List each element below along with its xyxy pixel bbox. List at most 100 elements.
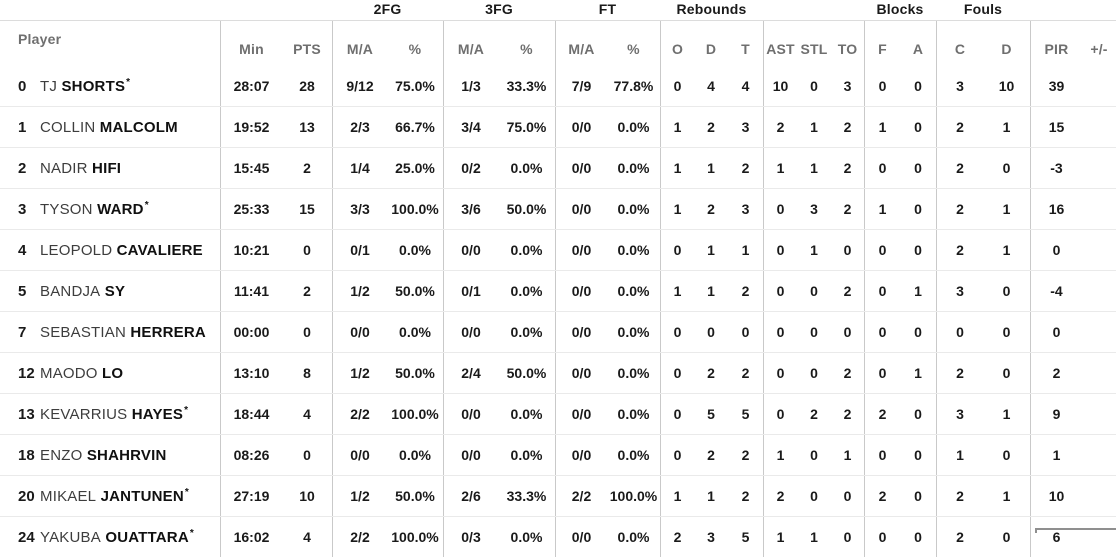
stat-fg2-ma: 0/1 <box>332 230 387 270</box>
stat-ft-ma: 7/9 <box>555 66 607 106</box>
stat-ft-pct: 0.0% <box>617 201 650 217</box>
stat-foul-d: 0 <box>1002 447 1011 463</box>
player-name: NADIR HIFI <box>40 160 121 177</box>
column-header-to: TO <box>837 41 858 57</box>
stat-reb-t: 1 <box>741 242 750 258</box>
stat-reb-d: 1 <box>707 242 715 258</box>
stat-plus-minus <box>1082 353 1116 393</box>
stat-fg3-pct: 50.0% <box>506 365 547 381</box>
player-name: TYSON WARD* <box>40 200 149 218</box>
stat-fg3-ma: 0/0 <box>443 312 498 352</box>
stat-reb-o: 0 <box>660 312 694 352</box>
stat-pts: 2 <box>303 283 311 299</box>
stat-ft-pct: 0.0% <box>617 283 650 299</box>
stat-ast: 1 <box>763 517 797 557</box>
stat-foul-d: 0 <box>1002 324 1011 340</box>
stat-blk-f: 1 <box>864 189 900 229</box>
stat-to: 2 <box>843 119 852 135</box>
stat-ft-pct: 0.0% <box>617 529 650 545</box>
player-name: COLLIN MALCOLM <box>40 119 178 136</box>
stat-ast: 0 <box>763 271 797 311</box>
stat-min: 18:44 <box>220 394 282 434</box>
column-header-2fg-ma: M/A <box>332 21 387 66</box>
stat-fg3-pct: 0.0% <box>510 242 543 258</box>
stat-reb-d: 3 <box>707 529 715 545</box>
stat-min: 08:26 <box>220 435 282 475</box>
stat-reb-t: 2 <box>741 447 750 463</box>
stat-ft-ma: 0/0 <box>555 353 607 393</box>
stat-plus-minus <box>1082 435 1116 475</box>
stat-foul-d: 1 <box>1002 488 1011 504</box>
stat-blk-f: 2 <box>864 394 900 434</box>
column-header-player: Player <box>18 31 62 47</box>
stat-pts: 4 <box>303 529 311 545</box>
stat-ft-ma: 0/0 <box>555 148 607 188</box>
stat-fg3-pct: 75.0% <box>506 119 547 135</box>
stat-to: 1 <box>843 447 852 463</box>
stat-ft-ma: 2/2 <box>555 476 607 516</box>
player-first-name: ENZO <box>40 446 83 464</box>
stat-reb-t: 2 <box>741 488 750 504</box>
stat-plus-minus <box>1082 189 1116 229</box>
stat-fg2-ma: 2/3 <box>332 107 387 147</box>
stat-pts: 0 <box>303 242 311 258</box>
stat-foul-c: 0 <box>936 312 983 352</box>
column-header-3fg-pct: % <box>520 41 533 57</box>
stat-pir: 16 <box>1030 189 1082 229</box>
group-header-row: 2FG 3FG FT Rebounds Blocks Fouls <box>0 0 1116 21</box>
stat-fg3-pct: 0.0% <box>510 406 543 422</box>
stat-blk-a: 0 <box>914 324 922 340</box>
stat-reb-d: 4 <box>707 78 715 94</box>
stat-fg3-pct: 50.0% <box>506 201 547 217</box>
player-first-name: TYSON <box>40 200 93 218</box>
stat-ast: 1 <box>763 148 797 188</box>
player-rows: 0 TJ SHORTS* 28:07 28 9/12 75.0% 1/3 33.3% 7/9 77… <box>0 66 1116 557</box>
stat-blk-a: 0 <box>914 160 922 176</box>
stat-fg3-ma: 1/3 <box>443 66 498 106</box>
stat-plus-minus <box>1082 312 1116 352</box>
stat-ast: 0 <box>763 394 797 434</box>
stat-reb-t: 2 <box>741 283 750 299</box>
player-row: 18 ENZO SHAHRVIN 08:26 0 0/0 0.0% 0/0 0.0% 0/0 0.… <box>0 434 1116 475</box>
stat-foul-c: 2 <box>936 107 983 147</box>
stat-stl: 0 <box>810 324 818 340</box>
player-last-name: MALCOLM <box>99 118 178 136</box>
stat-reb-t: 4 <box>741 78 750 94</box>
jersey-number: 7 <box>18 323 27 341</box>
stat-blk-a: 1 <box>914 365 922 381</box>
stat-pts: 10 <box>299 488 315 504</box>
player-row: 4 LEOPOLD CAVALIERE 10:21 0 0/1 0.0% 0/0 0.0% 0/… <box>0 229 1116 270</box>
column-header-min: Min <box>220 21 282 66</box>
stat-reb-t: 3 <box>741 201 750 217</box>
stat-fg2-pct: 75.0% <box>395 78 435 94</box>
stat-to: 2 <box>843 201 852 217</box>
stat-reb-o: 1 <box>660 271 694 311</box>
stat-pir: 1 <box>1030 435 1082 475</box>
stat-pts: 15 <box>299 201 315 217</box>
stat-min: 00:00 <box>220 312 282 352</box>
stat-fg2-pct: 100.0% <box>391 406 439 422</box>
stat-ast: 10 <box>763 66 797 106</box>
stat-to: 0 <box>843 324 852 340</box>
stat-stl: 0 <box>810 447 818 463</box>
stat-min: 19:52 <box>220 107 282 147</box>
stat-ft-pct: 0.0% <box>617 447 650 463</box>
stat-min: 15:45 <box>220 148 282 188</box>
stat-fg3-pct: 33.3% <box>506 488 547 504</box>
stat-fg2-ma: 3/3 <box>332 189 387 229</box>
player-last-name: SHORTS <box>61 77 126 95</box>
stat-min: 28:07 <box>220 66 282 106</box>
stat-fg3-pct: 0.0% <box>510 447 543 463</box>
stat-reb-t: 0 <box>741 324 750 340</box>
player-cell: 13 KEVARRIUS HAYES* <box>0 394 220 434</box>
stat-fg2-ma: 1/2 <box>332 271 387 311</box>
player-name: LEOPOLD CAVALIERE <box>40 242 203 259</box>
stat-ft-ma: 0/0 <box>555 394 607 434</box>
group-header-3fg: 3FG <box>485 1 513 17</box>
player-name: TJ SHORTS* <box>40 77 130 95</box>
stat-fg2-ma: 1/2 <box>332 476 387 516</box>
jersey-number: 24 <box>18 528 35 546</box>
stat-pir: 2 <box>1030 353 1082 393</box>
stat-fg2-ma: 0/0 <box>332 312 387 352</box>
jersey-number: 0 <box>18 77 27 95</box>
